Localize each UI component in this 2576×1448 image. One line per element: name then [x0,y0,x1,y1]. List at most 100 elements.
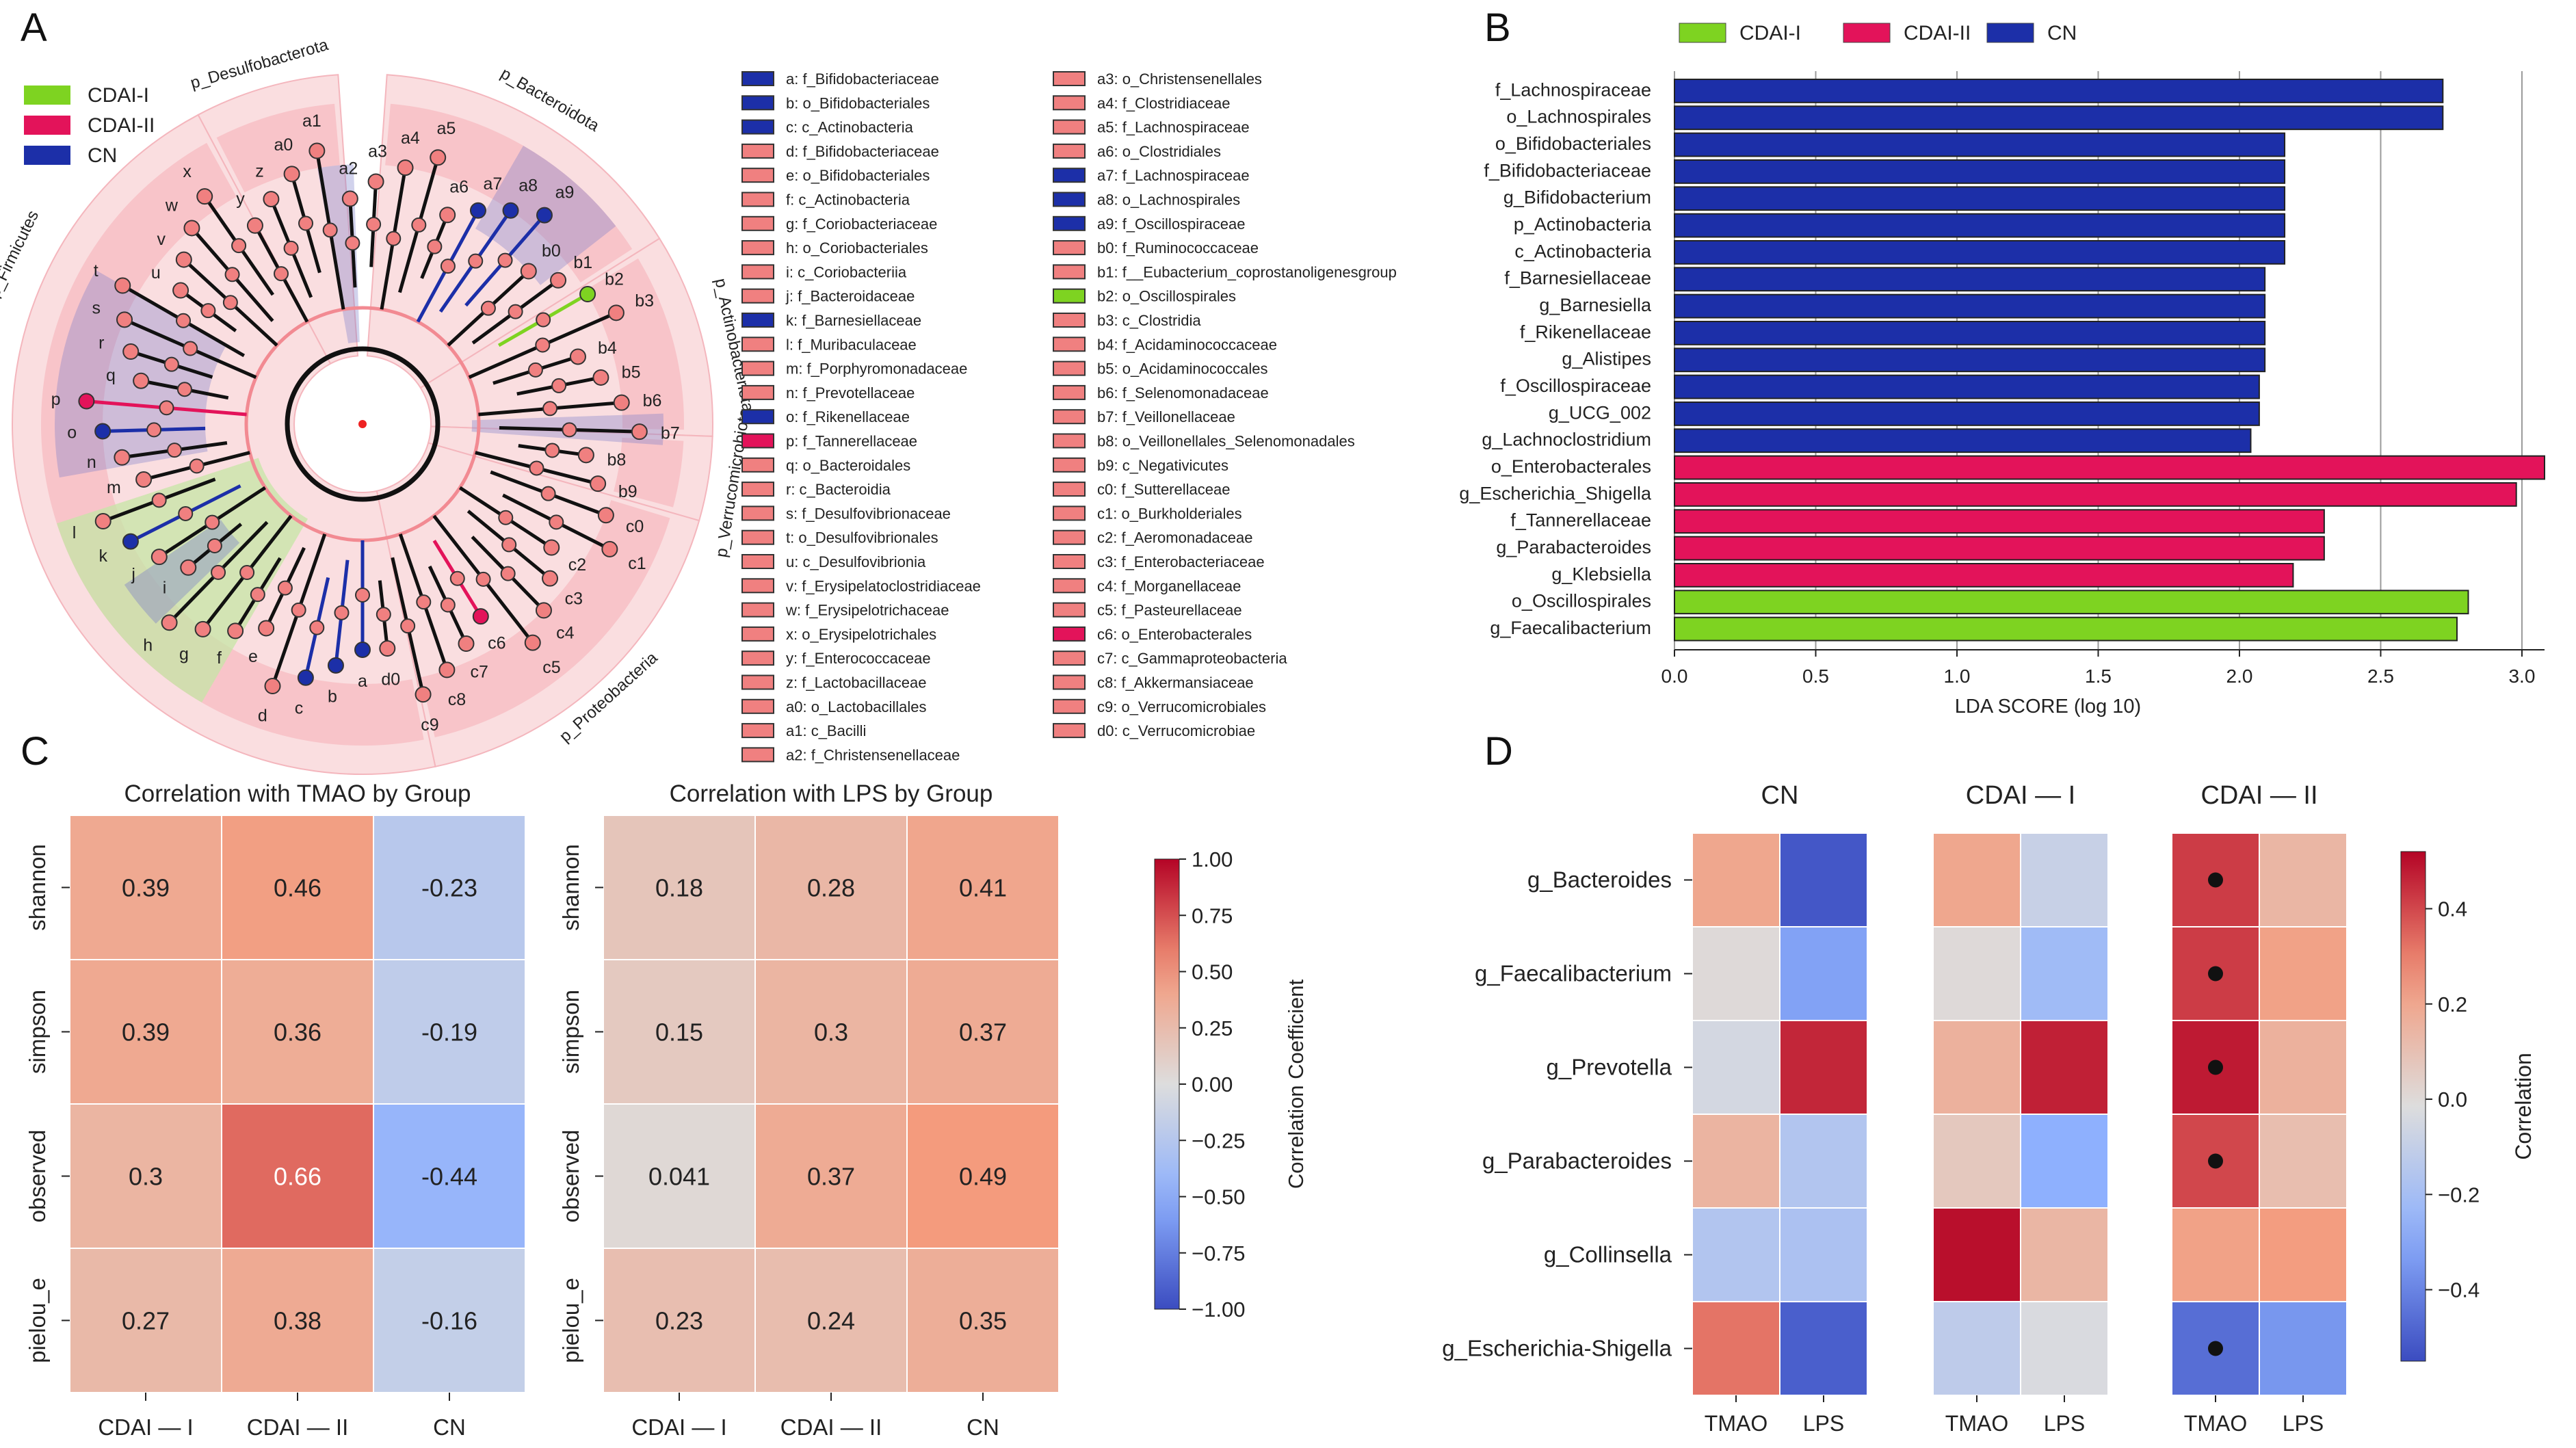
class-sector [385,103,633,283]
class-sector [585,258,684,430]
heatmap-cell [221,1248,374,1393]
node-label: a8 [518,176,538,196]
node-label: o [67,423,77,443]
key-entry: a7: f_Lachnospiraceae [1097,167,1250,184]
bar-label: g_Escherichia_Shigella [1459,483,1652,503]
key-entry: o: f_Rikenellaceae [786,408,910,425]
clade-node [135,471,153,488]
cell-value: 0.36 [274,1018,321,1046]
key-entry: f: c_Actinobacteria [786,192,910,209]
colorbar [2400,851,2426,1362]
node-label: a4 [401,129,420,148]
key-entry: b1: f__Eubacterium_coprostanoligenesgrou… [1097,263,1397,280]
key-entry: b: o_Bifidobacteriales [786,94,930,111]
clade-node [543,539,560,556]
clade-node [205,514,220,530]
heatmap-cell [1779,926,1868,1021]
clade-node [114,449,131,466]
lda-bar [1674,132,2286,157]
key-swatch [741,505,774,521]
key-swatch [1053,384,1086,400]
clade-node [207,538,222,554]
bar-label: f_Bifidobacteriaceae [1484,160,1651,181]
class-sector [614,437,684,508]
key-entry: c4: f_Morganellaceae [1097,577,1241,594]
lda-bar [1674,402,2260,426]
heatmap-cell [2020,1114,2109,1209]
column-label: CDAI — II [780,1414,882,1440]
legend-swatch [1986,23,2034,43]
clade-node [411,217,427,233]
column-label: CDAI — I [98,1414,193,1440]
heatmap-cell [2259,1207,2348,1302]
key-swatch [741,143,774,159]
bar-label: g_Parabacteroides [1496,537,1651,557]
heatmap-cell [1779,1301,1868,1396]
heatmap-cell [221,1103,374,1249]
key-entry: c5: f_Pasteurellaceae [1097,602,1242,619]
legend-swatch [1843,23,1891,43]
clade-node [397,159,414,176]
colorbar-tick-label: −0.75 [1192,1241,1245,1265]
key-entry: u: c_Desulfovibrionia [786,553,926,570]
bar-label: f_Tannerellaceae [1510,510,1651,531]
cell-value: 0.46 [274,874,321,902]
row-label: g_Collinsella [1544,1242,1672,1267]
key-swatch [741,602,774,618]
node-label: c4 [556,624,575,643]
clade-node [183,220,200,237]
clade-node [551,378,567,393]
row-label: g_Parabacteroides [1482,1148,1672,1174]
column-label: TMAO [1945,1411,2008,1436]
node-label: b5 [622,363,641,382]
cell-value: 0.24 [807,1307,855,1335]
cladogram-legend: CDAI-I CDAI-II CN [24,84,155,167]
node-label: d [258,707,267,726]
clade-node [200,303,216,319]
key-entry: a1: c_Bacilli [786,722,866,739]
node-label: b3 [635,291,654,311]
clade-node [327,657,344,674]
clade-node [172,282,189,299]
key-entry: c6: o_Enterobacterales [1097,626,1252,643]
clade-node [529,460,544,476]
clade-node [246,217,263,234]
clade-node [542,401,558,417]
clade-node [194,620,211,637]
column-label: LPS [2044,1411,2085,1436]
key-entry: a2: f_Christensenellaceae [786,746,960,763]
lda-bar [1674,509,2325,534]
node-label: m [107,478,121,497]
clade-node [475,571,491,587]
heatmap-cell [1692,926,1780,1021]
heatmap-cell [603,1103,756,1249]
node-label: j [131,565,135,584]
heatmap-cell [2259,1020,2348,1115]
lda-bar [1674,105,2444,131]
clade-node [379,640,396,657]
key-swatch [1053,360,1086,376]
heatmap-cell [2020,1207,2109,1302]
lda-bar [1674,213,2286,238]
key-entry: b2: o_Oscillospirales [1097,288,1236,305]
clade-node [524,634,541,651]
heatmap-cell [2259,926,2348,1021]
key-swatch [1053,168,1086,183]
key-swatch [1053,578,1086,594]
key-entry: c7: c_Gammaproteobacteria [1097,650,1287,667]
key-entry: v: f_Erysipelatoclostridiaceae [786,577,981,594]
x-tick-label: 2.0 [2226,666,2253,687]
cell-value: 0.23 [655,1307,703,1335]
significance-dot [2208,1153,2223,1169]
clade-node [222,295,238,311]
bar-label: g_Bifidobacterium [1503,187,1651,208]
row-label: simpson [25,990,50,1074]
node-label: d0 [381,670,400,689]
key-entry: h: o_Coriobacteriales [786,239,928,256]
key-entry: w: f_Erysipelotrichaceae [785,602,949,619]
heatmap-title: Correlation with TMAO by Group [124,780,471,807]
clade-node [258,620,275,637]
cell-value: 0.49 [959,1163,1007,1191]
key-swatch [1053,433,1086,449]
